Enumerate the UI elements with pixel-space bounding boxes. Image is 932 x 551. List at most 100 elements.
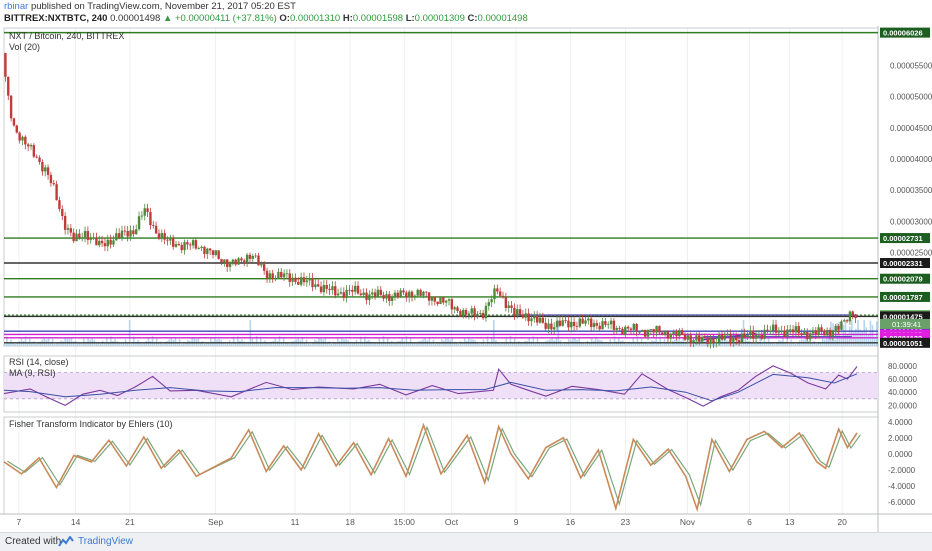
candle-body	[92, 237, 95, 239]
candle-body	[848, 311, 852, 322]
candle-body	[430, 296, 434, 301]
candle-body	[737, 340, 741, 343]
candle-body	[837, 326, 840, 330]
volume-bar	[711, 343, 714, 346]
candle-body	[422, 291, 425, 296]
volume-bar	[659, 336, 662, 346]
volume-bar	[262, 342, 264, 346]
tradingview-brand[interactable]: TradingView	[78, 536, 134, 547]
volume-bar	[786, 336, 789, 346]
volume-bar	[515, 342, 518, 346]
high-label: H:	[342, 13, 353, 24]
candle-body	[240, 258, 243, 261]
level-tag	[880, 27, 930, 38]
volume-bar	[463, 337, 466, 346]
candle-body	[243, 260, 246, 263]
candle-body	[214, 250, 218, 256]
tradingview-logo-icon[interactable]	[57, 536, 75, 548]
publish-info: published on TradingView.com, November 2…	[30, 1, 296, 12]
candle-body	[345, 289, 348, 298]
candle-body	[228, 261, 232, 267]
candle-body	[86, 231, 90, 240]
created-with-label: Created with	[5, 536, 62, 547]
candle-body	[72, 232, 75, 242]
open-value: 0.00001310	[289, 13, 341, 24]
candle-body	[254, 255, 257, 257]
volume-bar	[792, 343, 795, 346]
volume-bar	[326, 342, 329, 346]
candle-body	[52, 183, 55, 185]
volume-bar	[520, 343, 522, 346]
volume-bar	[128, 320, 131, 346]
candle-body	[493, 288, 496, 300]
candle-body	[791, 329, 795, 333]
fisher-tick-label: -4.0000	[888, 482, 916, 491]
volume-bar	[359, 336, 362, 346]
author-link[interactable]: rbinar	[4, 1, 29, 12]
volume-bar	[871, 325, 874, 346]
candle-body	[473, 308, 476, 317]
candle-body	[49, 174, 53, 184]
volume-bar	[682, 337, 684, 346]
volume-bar	[130, 343, 133, 346]
candle-body	[769, 330, 772, 332]
candle-body	[558, 320, 562, 326]
candle-body	[260, 264, 263, 266]
chart-area[interactable]: 0.00005500 0.00005000 0.00004500 0.00004000…	[0, 26, 932, 532]
candle-body	[572, 321, 576, 327]
volume-bar	[699, 338, 701, 346]
x-tick-label: 18	[345, 517, 355, 527]
candle-body	[698, 335, 701, 342]
volume-bar	[145, 341, 148, 346]
candle-body	[649, 329, 653, 330]
volume-bar	[844, 320, 847, 346]
volume-bar	[734, 343, 737, 346]
x-tick-label: 20	[837, 517, 847, 527]
level-tag	[880, 258, 930, 269]
candle-body	[601, 321, 604, 330]
fisher-line	[3, 422, 858, 513]
candle-body	[78, 233, 81, 238]
volume-bar	[632, 337, 635, 346]
candle-body	[703, 336, 707, 338]
candle-body	[157, 233, 161, 239]
candle-body	[632, 324, 636, 330]
candle-body	[723, 335, 727, 340]
volume-bar	[634, 343, 637, 346]
candle-body	[331, 286, 334, 291]
fisher-tick-label: -6.0000	[888, 498, 916, 507]
candle-body	[83, 231, 87, 238]
chart-title: NXT / Bitcoin, 240, BITTREX	[9, 31, 124, 41]
candle-body	[217, 250, 220, 260]
volume-bar	[505, 338, 508, 346]
candle-body	[487, 302, 491, 306]
volume-bar	[511, 343, 514, 346]
volume-bar	[430, 342, 433, 346]
volume-bar	[191, 337, 193, 346]
volume-bar	[819, 342, 822, 346]
volume-bar	[626, 343, 628, 346]
volume-bar	[684, 343, 687, 346]
candle-body	[535, 316, 539, 323]
volume-bar	[846, 334, 849, 346]
candle-body	[405, 292, 408, 298]
volume-bar	[530, 341, 533, 346]
candle-body	[652, 329, 655, 333]
candle-body	[854, 314, 857, 319]
volume-bar	[572, 338, 574, 346]
candle-body	[80, 237, 84, 239]
candle-body	[385, 294, 388, 299]
candle-body	[609, 320, 613, 325]
candle-body	[783, 330, 786, 337]
volume-bar	[584, 343, 587, 346]
volume-bar	[638, 342, 641, 346]
level-tag	[880, 273, 930, 284]
volume-bar	[590, 337, 593, 346]
volume-bar	[534, 343, 537, 346]
candle-body	[828, 329, 832, 336]
candle-body	[211, 250, 215, 256]
candle-body	[265, 270, 269, 279]
candle-body	[197, 248, 200, 249]
candle-body	[410, 291, 414, 297]
volume-bar	[867, 333, 870, 346]
